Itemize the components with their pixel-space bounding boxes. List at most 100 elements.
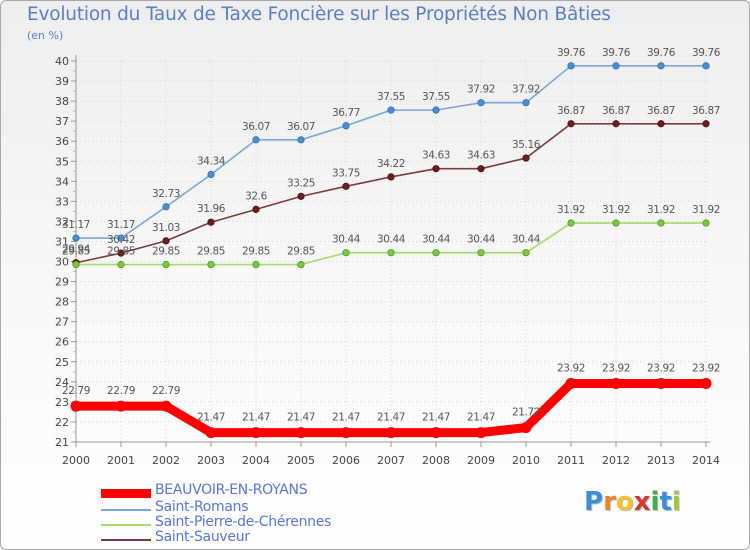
data-point [567, 120, 575, 128]
data-label: 34.22 [377, 158, 405, 170]
data-point [252, 136, 260, 144]
data-label: 29.85 [152, 246, 180, 258]
data-point [522, 249, 530, 257]
data-label: 39.76 [602, 47, 631, 59]
data-label: 21.47 [467, 412, 495, 424]
data-label: 36.87 [647, 105, 675, 117]
y-tick-label: 23 [55, 396, 69, 409]
y-axis-unit-label: (en %) [27, 29, 64, 42]
data-point [657, 219, 665, 227]
data-point [477, 99, 485, 107]
data-point [297, 192, 305, 200]
data-label: 31.92 [557, 204, 585, 216]
legend-label: Saint-Sauveur [155, 529, 250, 545]
data-point [117, 234, 125, 242]
data-label: 39.76 [692, 47, 721, 59]
y-tick-label: 28 [55, 296, 69, 309]
data-point [700, 377, 712, 389]
y-tick-label: 36 [55, 135, 69, 148]
chart-title: Evolution du Taux de Taxe Foncière sur l… [27, 4, 611, 25]
x-tick-label: 2012 [602, 454, 630, 467]
data-label: 31.03 [152, 222, 180, 234]
data-point [477, 249, 485, 257]
data-point [160, 400, 172, 412]
data-label: 23.92 [557, 362, 585, 374]
x-tick-label: 2013 [647, 454, 675, 467]
legend-swatch [101, 524, 151, 526]
y-tick-label: 24 [55, 376, 69, 389]
data-point [522, 154, 530, 162]
y-tick-label: 30 [55, 256, 69, 269]
data-point [342, 122, 350, 130]
logo-letter: P [584, 487, 604, 517]
x-tick-label: 2008 [422, 454, 450, 467]
data-label: 30.44 [332, 234, 361, 246]
data-label: 31.92 [647, 204, 675, 216]
data-label: 22.79 [107, 385, 135, 397]
y-tick-label: 39 [55, 75, 69, 88]
y-tick-label: 21 [55, 436, 69, 449]
data-label: 33.75 [332, 167, 360, 179]
data-point [252, 205, 260, 213]
logo-letter: x [633, 487, 651, 517]
logo-letter: i [671, 487, 681, 517]
data-label: 34.34 [197, 155, 226, 167]
data-point [162, 260, 170, 269]
data-label: 21.47 [287, 412, 315, 424]
logo-letter: r [603, 487, 616, 517]
legend-label: Saint-Romans [155, 499, 249, 515]
data-label: 34.63 [422, 150, 450, 162]
data-label: 36.07 [242, 121, 270, 133]
data-label: 39.76 [647, 47, 676, 59]
data-label: 39.76 [557, 47, 586, 59]
data-point [162, 237, 170, 245]
data-point [250, 427, 262, 439]
data-label: 37.55 [377, 91, 405, 103]
data-label: 32.73 [152, 188, 180, 200]
data-label: 30.42 [107, 234, 135, 246]
data-label: 31.92 [602, 204, 630, 216]
y-tick-label: 35 [55, 155, 69, 168]
y-tick-label: 32 [55, 215, 69, 228]
grid-layer [75, 60, 707, 443]
data-label: 29.85 [287, 246, 315, 258]
data-label: 33.25 [287, 177, 315, 189]
data-label: 31.17 [107, 219, 135, 231]
data-point [162, 203, 170, 211]
data-point [207, 170, 215, 179]
data-point [520, 422, 532, 434]
y-tick-label: 40 [55, 55, 69, 68]
data-label: 29.85 [62, 246, 90, 258]
data-point [207, 260, 215, 269]
data-point [297, 136, 305, 144]
data-label: 30.44 [512, 234, 541, 246]
data-label: 23.92 [602, 362, 630, 374]
data-point [72, 260, 80, 269]
data-label: 21.47 [242, 412, 270, 424]
data-point [702, 120, 710, 128]
legend-label: Saint-Pierre-de-Chérennes [155, 514, 332, 530]
data-point [612, 62, 620, 70]
data-label: 21.47 [332, 412, 360, 424]
data-label: 23.92 [647, 362, 675, 374]
data-label: 37.92 [512, 84, 540, 96]
y-tick-label: 33 [55, 195, 69, 208]
data-label: 23.92 [692, 362, 720, 374]
data-label: 29.85 [107, 246, 135, 258]
data-label: 36.87 [557, 105, 585, 117]
y-tick-label: 34 [55, 175, 69, 188]
y-tick-label: 29 [55, 276, 69, 289]
data-label: 30.44 [377, 234, 406, 246]
y-tick-label: 27 [55, 316, 69, 329]
data-point [432, 106, 440, 114]
data-label: 36.77 [332, 107, 360, 119]
y-tick-label: 37 [55, 115, 69, 128]
data-point [295, 427, 307, 439]
data-point [477, 165, 485, 173]
data-label: 29.94 [62, 244, 91, 256]
data-point [205, 427, 217, 439]
data-label: 21.72 [512, 407, 540, 419]
legend-label: BEAUVOIR-EN-ROYANS [155, 482, 308, 498]
data-point [610, 377, 622, 389]
axis-layer: 21 22 23 24 25 26 27 28 29 30 31 32 33 34 35 36 37 38 39 40… [55, 55, 720, 467]
